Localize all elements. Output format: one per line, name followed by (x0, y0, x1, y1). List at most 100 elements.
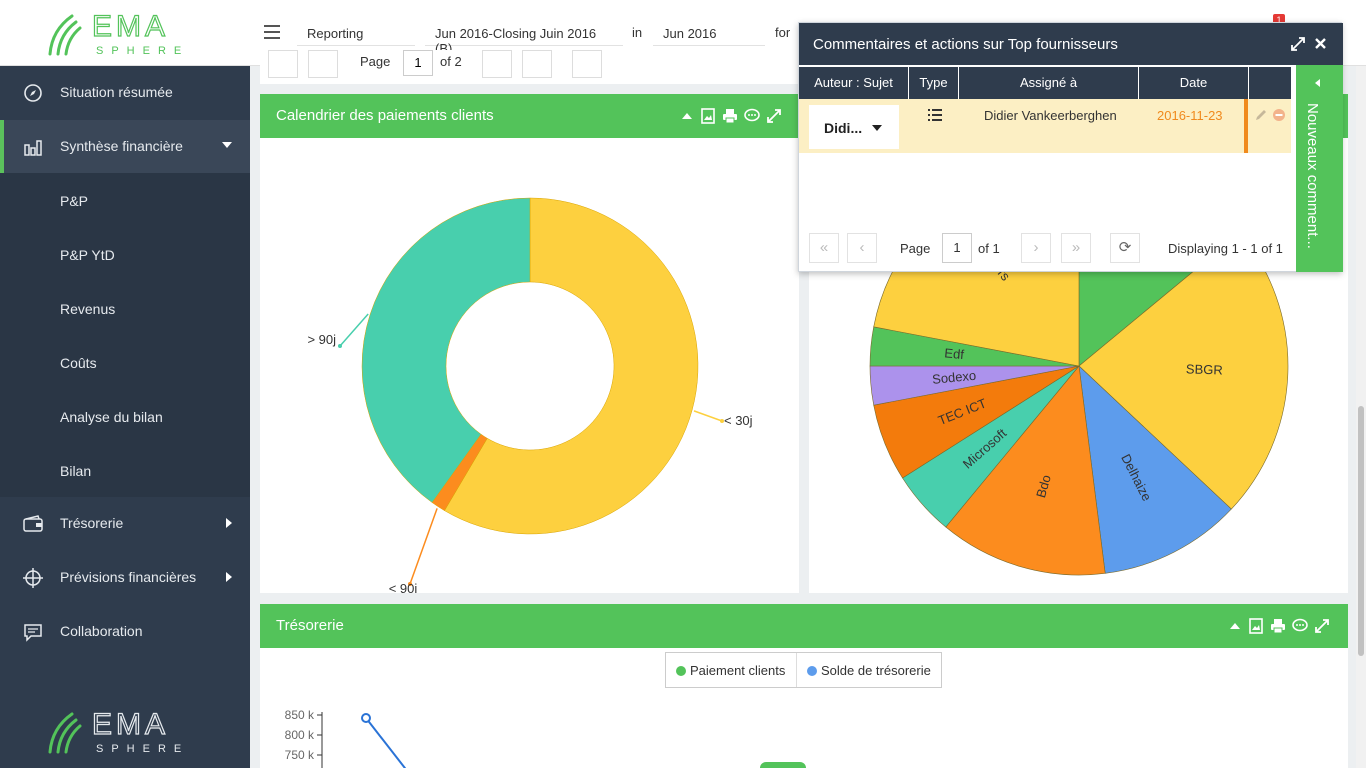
donut-slice (361, 197, 531, 503)
maximize-icon[interactable] (1291, 37, 1305, 51)
prev-page-button[interactable]: ‹ (847, 233, 877, 263)
col-assigne[interactable]: Assigné à (959, 67, 1139, 99)
pager-page-input[interactable]: 1 (403, 50, 433, 76)
author-text: Didi... (824, 120, 863, 136)
for-label: for (775, 25, 791, 40)
pager-of-label: of 2 (440, 54, 462, 69)
print-icon[interactable] (1270, 618, 1286, 634)
sidebar-item-label: Prévisions financières (60, 569, 197, 585)
sidebar-item-label: Synthèse financière (60, 138, 183, 154)
tresorerie-line-chart: 850 k 800 k 750 k (285, 708, 806, 768)
legend-item-paiement[interactable]: Paiement clients (676, 663, 785, 678)
date-text: 2016-11-23 (1157, 108, 1223, 123)
author-dropdown[interactable]: Didi... (809, 105, 899, 149)
closing-select[interactable]: Jun 2016-Closing Juin 2016 (B) (425, 22, 623, 56)
col-type[interactable]: Type (909, 67, 959, 99)
caret-right-icon (226, 518, 232, 528)
donut-slice (444, 197, 699, 535)
last-page-button[interactable]: » (1061, 233, 1091, 263)
close-icon[interactable] (1314, 37, 1327, 50)
next-page-button[interactable] (482, 50, 512, 78)
donut-label-connector (693, 410, 723, 422)
donut-label-dot (408, 582, 412, 586)
sub-item-bilan[interactable]: Bilan (60, 463, 92, 479)
sidebar-item-synthese[interactable]: Synthèse financière (0, 120, 250, 174)
pager-page-input[interactable]: 1 (942, 233, 972, 263)
compass-icon (24, 84, 42, 102)
sidebar-item-situation[interactable]: Situation résumée (0, 66, 250, 120)
col-date[interactable]: Date (1139, 67, 1249, 99)
col-actions (1249, 67, 1291, 99)
pie-slice (1078, 365, 1232, 574)
caret-down-icon (872, 125, 882, 131)
comment-icon[interactable] (744, 108, 760, 124)
refresh-button[interactable] (572, 50, 602, 78)
series-point (361, 713, 371, 723)
caret-down-icon (222, 142, 232, 148)
sidebar-item-label: Trésorerie (60, 515, 124, 531)
legend-dot (676, 666, 686, 676)
refresh-icon[interactable]: ⟳ (1110, 233, 1140, 263)
sub-item-revenus[interactable]: Revenus (60, 301, 116, 317)
first-page-button[interactable] (268, 50, 298, 78)
scenario-select[interactable]: Reporting (297, 22, 415, 46)
sidebar: Situation résumée Synthèse financière P&… (0, 66, 250, 768)
comments-popup: Commentaires et actions sur Top fourniss… (798, 22, 1343, 272)
period-select[interactable]: Jun 2016 (653, 22, 765, 46)
donut-label-dot (720, 419, 724, 423)
edit-icon[interactable] (1254, 108, 1268, 122)
range-handle[interactable] (760, 762, 806, 768)
pager-displaying-text: Displaying 1 - 1 of 1 (1168, 241, 1283, 256)
image-export-icon[interactable] (700, 108, 716, 124)
expand-icon[interactable] (766, 108, 782, 124)
prev-page-button[interactable] (308, 50, 338, 78)
popup-title: Commentaires et actions sur Top fourniss… (813, 36, 1118, 53)
menu-toggle-icon[interactable] (264, 25, 280, 39)
donut-label-connector (409, 508, 438, 585)
col-auteur-sujet[interactable]: Auteur : Sujet (799, 67, 909, 99)
new-comment-tab[interactable]: Nouveaux comment... (1296, 65, 1343, 272)
comment-icon[interactable] (1292, 618, 1308, 634)
row-status-bar (1244, 99, 1248, 153)
donut-slice-label: < 30j (724, 413, 753, 428)
scrollbar-thumb[interactable] (1358, 406, 1364, 656)
ema-sphere-logo-footer: EMA SPHERE (48, 707, 189, 755)
panel-tools (1228, 616, 1330, 636)
image-export-icon[interactable] (1248, 618, 1264, 634)
last-page-button[interactable] (522, 50, 552, 78)
first-page-button[interactable]: « (809, 233, 839, 263)
pager-page-label: Page (360, 54, 391, 69)
donut-chart: < 30j < 90j > 90j (307, 197, 753, 593)
next-page-button[interactable]: › (1021, 233, 1051, 263)
sidebar-item-collaboration[interactable]: Collaboration (0, 605, 250, 659)
sub-item-analyse-bilan[interactable]: Analyse du bilan (60, 409, 163, 425)
in-label: in (632, 25, 643, 40)
caret-left-icon (1315, 79, 1320, 87)
logo-sub-text: SPHERE (96, 743, 189, 755)
sub-item-couts[interactable]: Coûts (60, 355, 97, 371)
donut-slice-label: < 90j (389, 581, 418, 593)
wallet-icon (23, 515, 43, 532)
sub-item-pp-ytd[interactable]: P&P YtD (60, 247, 115, 263)
sidebar-item-tresorerie[interactable]: Trésorerie (0, 497, 250, 551)
pager-page-label: Page (900, 241, 931, 256)
panel-tools (680, 106, 782, 126)
donut-label-connector (339, 313, 369, 347)
pager-of-label: of 1 (978, 241, 1000, 256)
print-icon[interactable] (722, 108, 738, 124)
collapse-icon[interactable] (1228, 619, 1242, 633)
legend-divider (796, 653, 797, 687)
legend-item-solde[interactable]: Solde de trésorerie (807, 663, 931, 678)
popup-header: Commentaires et actions sur Top fourniss… (799, 23, 1343, 65)
sidebar-item-previsions[interactable]: Prévisions financières (0, 551, 250, 605)
pie-slice-label: Sodexo (931, 368, 976, 387)
expand-icon[interactable] (1314, 618, 1330, 634)
ema-sphere-logo[interactable]: EMA SPHERE (40, 6, 220, 60)
collapse-icon[interactable] (680, 109, 694, 123)
page-scrollbar[interactable] (1356, 66, 1366, 768)
series-line-solde (365, 717, 407, 768)
pie-slice-label: SBGR (1186, 361, 1223, 377)
sub-item-pp[interactable]: P&P (60, 193, 89, 209)
comments-grid-row[interactable]: Didi... Didier Vankeerberghen 2016-11-23 (799, 99, 1291, 153)
delete-icon[interactable] (1272, 108, 1286, 122)
